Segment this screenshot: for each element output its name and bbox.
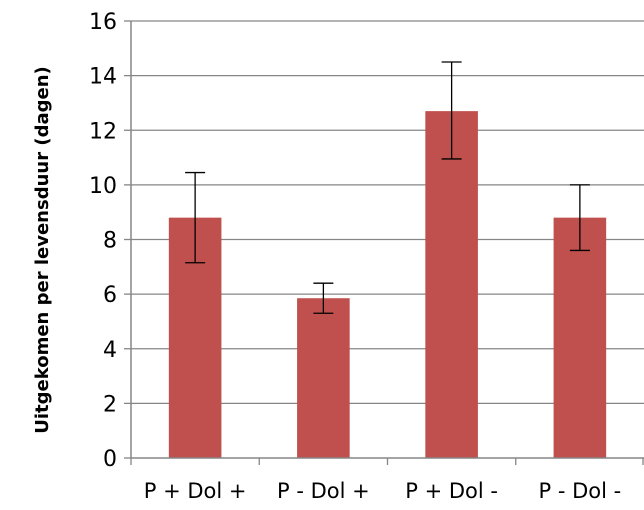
bar-3 xyxy=(425,111,478,458)
y-tick-label-6: 6 xyxy=(103,283,117,308)
y-tick-label-2: 2 xyxy=(103,392,117,417)
y-tick-label-12: 12 xyxy=(89,119,117,144)
bars xyxy=(168,111,607,458)
y-axis-title: Uitgekomen per levensduur (dagen) xyxy=(32,66,53,434)
y-tick-label-0: 0 xyxy=(103,447,117,472)
bar-4 xyxy=(553,217,607,458)
error-bar-1 xyxy=(185,171,206,264)
category-label-1: P + Dol + xyxy=(144,479,247,503)
y-tick-label-4: 4 xyxy=(103,338,117,363)
bar-2 xyxy=(297,298,350,458)
category-label-2: P - Dol + xyxy=(277,479,370,503)
error-bar-2 xyxy=(313,282,334,314)
category-label-4: P - Dol - xyxy=(539,479,622,503)
error-bar-3 xyxy=(441,61,462,160)
y-tick-label-14: 14 xyxy=(89,65,117,90)
category-label-3: P + Dol - xyxy=(405,479,498,503)
category-labels: P + Dol + P - Dol + P + Dol - P - Dol - xyxy=(144,479,621,503)
y-tick-labels: 0 2 4 6 8 10 12 14 16 xyxy=(89,10,117,472)
error-bar-4 xyxy=(569,184,590,252)
y-tick-label-10: 10 xyxy=(89,174,117,199)
y-tick-label-16: 16 xyxy=(89,10,117,35)
error-bars xyxy=(185,61,590,314)
y-tick-label-8: 8 xyxy=(103,229,117,254)
x-tick-marks xyxy=(130,458,644,465)
